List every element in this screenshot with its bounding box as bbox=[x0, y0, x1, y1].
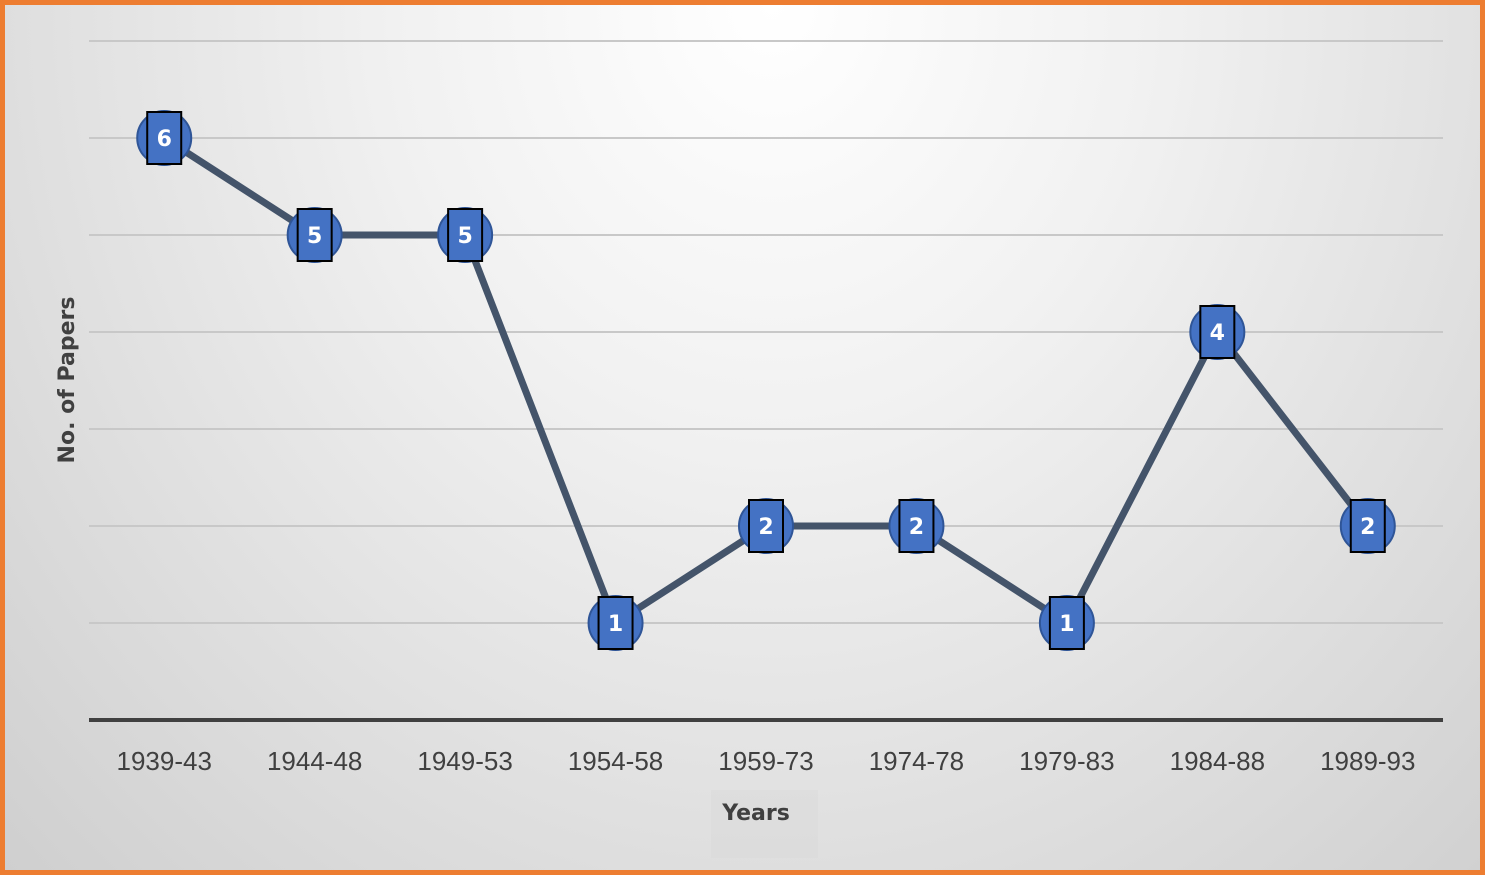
x-tick-label: 1939-43 bbox=[117, 746, 212, 776]
data-label: 2 bbox=[1360, 515, 1375, 540]
data-label-box bbox=[1199, 305, 1236, 359]
data-markers: 6 5 5 1 2 2 1 4 2 bbox=[136, 110, 1396, 651]
data-label: 4 bbox=[1210, 321, 1225, 346]
x-tick-label: 1984-88 bbox=[1170, 746, 1265, 776]
data-label: 5 bbox=[457, 224, 472, 249]
x-axis-title-background bbox=[711, 790, 818, 858]
data-label-box bbox=[296, 208, 333, 262]
data-label: 2 bbox=[758, 515, 773, 540]
data-label-box bbox=[1048, 596, 1085, 650]
x-tick-label: 1949-53 bbox=[417, 746, 512, 776]
data-label-box bbox=[748, 499, 784, 553]
data-label: 5 bbox=[307, 224, 322, 249]
x-tick-label: 1944-48 bbox=[267, 746, 362, 776]
data-label: 2 bbox=[909, 515, 924, 540]
x-axis-title: Years bbox=[721, 801, 790, 826]
data-label: 1 bbox=[608, 612, 623, 637]
data-label-box bbox=[146, 111, 183, 165]
x-tick-label: 1959-73 bbox=[718, 746, 813, 776]
x-tick-label: 1979-83 bbox=[1019, 746, 1114, 776]
x-tick-label: 1989-93 bbox=[1320, 746, 1415, 776]
data-label-box bbox=[898, 499, 935, 553]
x-tick-label: 1974-78 bbox=[869, 746, 964, 776]
y-axis-title: No. of Papers bbox=[55, 297, 80, 464]
data-label: 6 bbox=[157, 127, 172, 152]
data-label-box bbox=[447, 208, 484, 262]
data-label-box bbox=[1349, 499, 1386, 553]
data-label-box bbox=[597, 596, 634, 650]
x-tick-label: 1954-58 bbox=[568, 746, 663, 776]
x-axis-tick-labels: 1939-43 1944-48 1949-53 1954-58 1959-73 1974-… bbox=[117, 746, 1416, 776]
data-label: 1 bbox=[1059, 612, 1074, 637]
